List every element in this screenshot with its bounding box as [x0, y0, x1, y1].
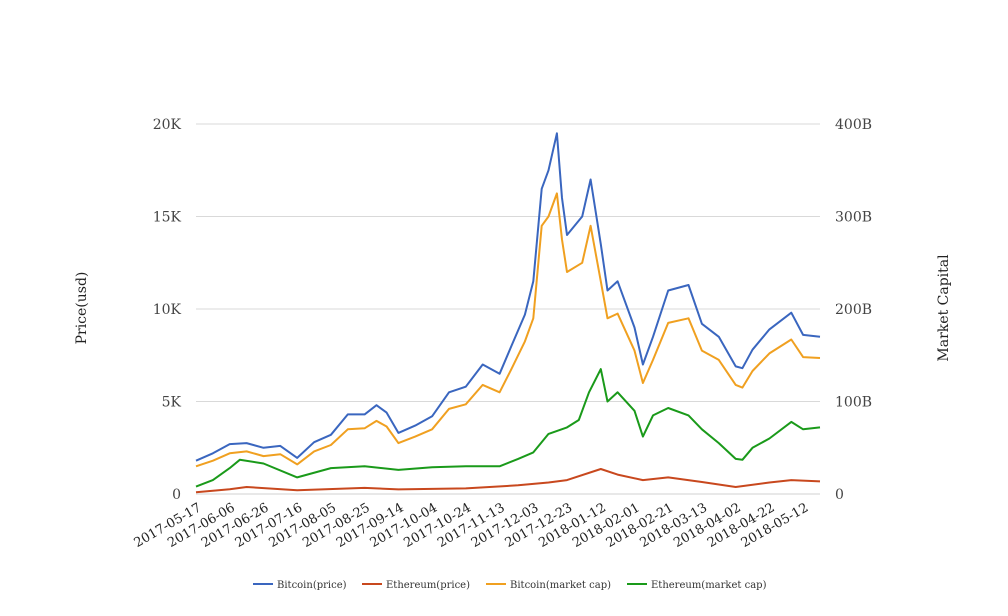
legend-item: Ethereum(price) — [362, 580, 470, 591]
right-tick-label: 400B — [835, 117, 872, 133]
left-tick-label: 20K — [153, 117, 182, 133]
x-axis-ticks: 2017-05-172017-06-062017-06-262017-07-16… — [132, 500, 812, 550]
left-tick-label: 0 — [172, 487, 181, 503]
series-layer — [195, 132, 821, 494]
legend-item: Bitcoin(price) — [253, 580, 347, 591]
left-tick-label: 5K — [162, 395, 182, 411]
right-tick-label: 200B — [835, 302, 872, 318]
right-tick-label: 100B — [835, 395, 872, 411]
series-line-ethereum-market-cap — [195, 368, 821, 488]
left-tick-label: 10K — [153, 302, 182, 318]
series-line-bitcoin-price — [195, 132, 821, 462]
left-axis-title: Price(usd) — [74, 272, 90, 345]
left-tick-label: 15K — [153, 210, 182, 226]
series-line-bitcoin-market-cap — [195, 192, 821, 468]
legend-label: Ethereum(market cap) — [651, 580, 767, 591]
left-axis-ticks: 0 5K 10K 15K 20K — [153, 117, 182, 503]
right-axis-title: Market Capital — [936, 254, 952, 362]
legend-label: Bitcoin(market cap) — [510, 580, 611, 591]
legend-item: Ethereum(market cap) — [627, 580, 767, 591]
legend-label: Bitcoin(price) — [277, 580, 347, 591]
right-axis-ticks: 0 100B 200B 300B 400B — [835, 117, 872, 503]
series-line-ethereum-price — [195, 468, 821, 494]
legend-label: Ethereum(price) — [386, 580, 470, 591]
legend-item: Bitcoin(market cap) — [486, 580, 611, 591]
right-tick-label: 300B — [835, 210, 872, 226]
gridlines — [196, 123, 820, 495]
legend: Bitcoin(price) Ethereum(price) Bitcoin(mar… — [253, 580, 767, 591]
right-tick-label: 0 — [835, 487, 844, 503]
